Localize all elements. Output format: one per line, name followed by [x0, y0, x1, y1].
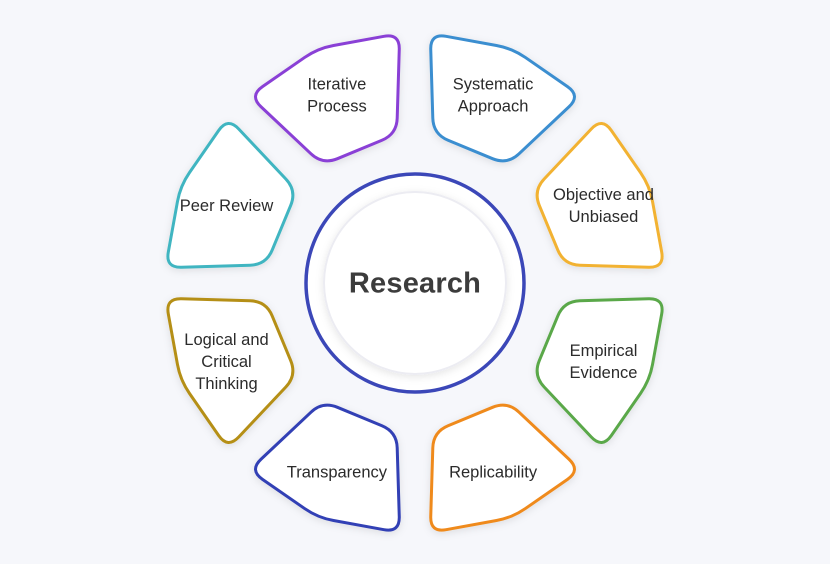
segment-label-line: Unbiased — [569, 208, 639, 226]
segment-label-line: Empirical — [570, 342, 638, 360]
segment-3: Empirical Evidence — [535, 297, 664, 444]
segment-label-line: Critical — [201, 353, 251, 371]
segment-label-line: Transparency — [287, 464, 388, 482]
segment-shape — [254, 403, 401, 532]
segment-label-line: Objective and — [553, 186, 654, 204]
segment-shape — [429, 403, 576, 532]
segment-label-line: Approach — [458, 98, 529, 116]
segment-label: Systematic Approach — [453, 76, 534, 116]
segment-1: Systematic Approach — [429, 34, 576, 163]
segment-4: Replicability — [429, 403, 576, 532]
segment-label-line: Systematic — [453, 76, 534, 94]
segment-label: Empirical Evidence — [570, 342, 638, 382]
segment-label: Replicability — [449, 464, 538, 482]
segment-shape — [166, 122, 295, 269]
segment-label: Transparency — [287, 464, 388, 482]
segment-shape — [166, 297, 295, 444]
segment-label-line: Iterative — [308, 76, 367, 94]
center-label: Research — [349, 268, 481, 300]
segment-label: Objective and Unbiased — [553, 186, 654, 226]
segment-label-line: Thinking — [195, 375, 257, 393]
segment-shape — [535, 122, 664, 269]
segment-shape — [254, 34, 401, 163]
segments-group: Systematic Approach Objective and Unbiased E… — [166, 34, 664, 532]
segment-6: Logical and Critical Thinking — [166, 297, 295, 444]
segment-label: Iterative Process — [307, 76, 367, 116]
segment-2: Objective and Unbiased — [535, 122, 664, 269]
segment-label-line: Logical and — [184, 331, 268, 349]
segment-8: Iterative Process — [254, 34, 401, 163]
segment-label: Peer Review — [180, 197, 274, 215]
segment-label-line: Peer Review — [180, 197, 274, 215]
segment-shape — [535, 297, 664, 444]
segment-label-line: Evidence — [570, 364, 638, 382]
segment-label: Logical and Critical Thinking — [184, 331, 268, 393]
center-hub: Research — [304, 172, 526, 394]
segment-5: Transparency — [254, 403, 401, 532]
segment-7: Peer Review — [166, 122, 295, 269]
segment-shape — [429, 34, 576, 163]
segment-label-line: Replicability — [449, 464, 538, 482]
center-inner-disc — [323, 191, 507, 375]
segment-label-line: Process — [307, 98, 367, 116]
